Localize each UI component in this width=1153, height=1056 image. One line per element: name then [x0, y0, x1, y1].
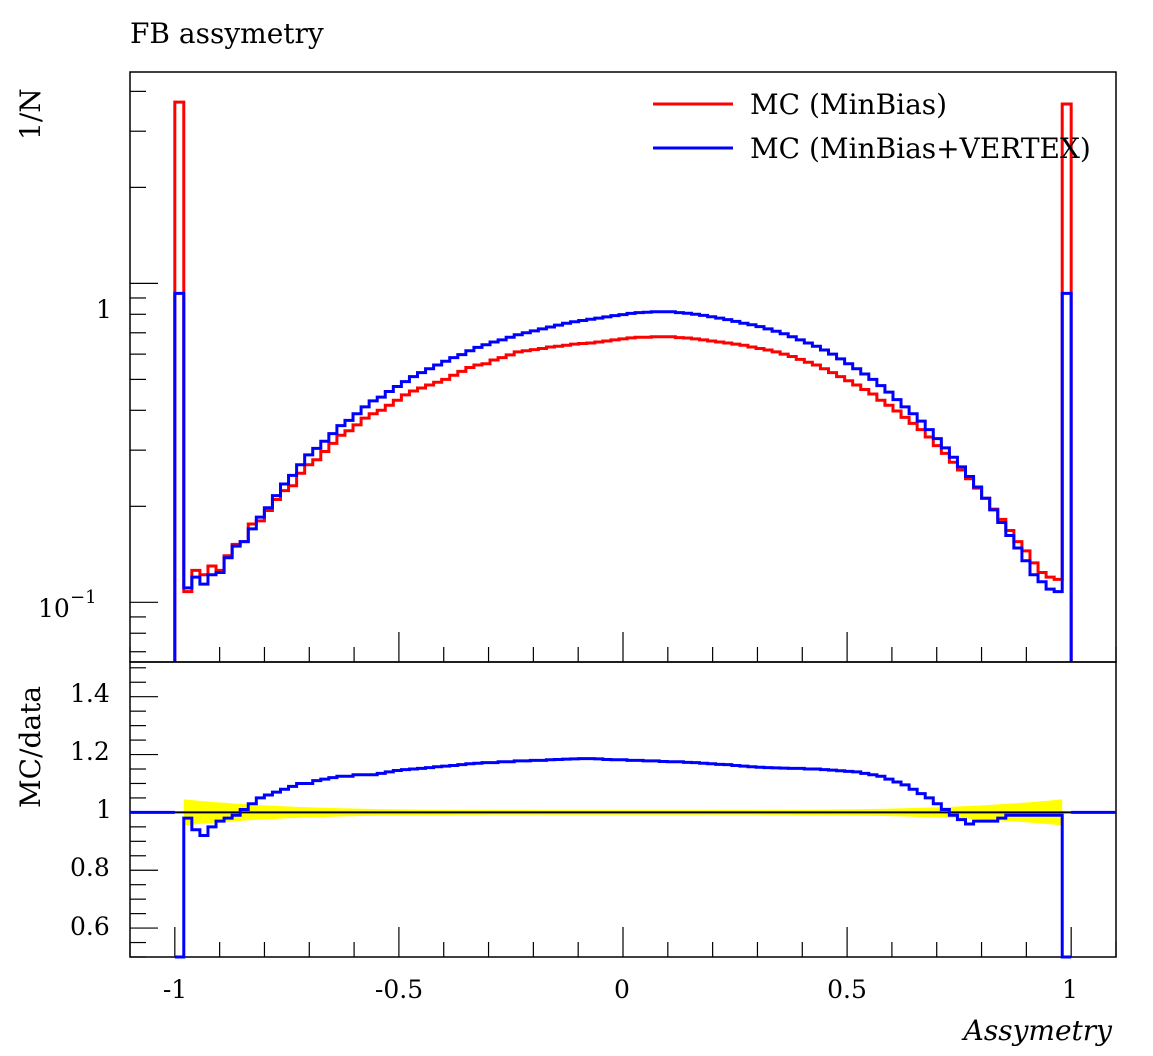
bottom-ytick-label-1.2: 1.2 [70, 737, 110, 766]
xtick-label-1: 1 [1062, 975, 1078, 1004]
top-y-ticks [130, 90, 158, 653]
top-panel: 1 10 −1 1/N MC (MinBias) MC (MinBias+VER… [14, 71, 1117, 663]
x-axis-label: Assymetry [961, 1014, 1114, 1047]
xtick-label-0: 0 [614, 975, 630, 1004]
bottom-ytick-label-0.8: 0.8 [70, 853, 110, 882]
top-series [173, 100, 1073, 662]
data-uncertainty-band [130, 799, 1116, 826]
bottom-y-axis-label: MC/data [14, 686, 47, 808]
legend-label-minbias: MC (MinBias) [750, 88, 947, 121]
xtick-label--0.5: -0.5 [375, 975, 423, 1004]
legend: MC (MinBias) MC (MinBias+VERTEX) [653, 88, 1091, 165]
top-ytick-label-exponent: −1 [70, 587, 97, 608]
legend-label-vertex: MC (MinBias+VERTEX) [750, 132, 1091, 165]
series-line-mc-minbias [173, 100, 1073, 662]
bottom-series [130, 757, 1116, 959]
xtick-label--1: -1 [163, 975, 187, 1004]
top-ytick-label-10: 10 [38, 594, 70, 623]
bottom-ytick-label-1.4: 1.4 [70, 679, 110, 708]
bottom-x-ticks [129, 927, 1117, 957]
bottom-panel: 0.6 0.8 1 1.2 1.4 MC/data -1 -0.5 0 0.5 … [14, 661, 1117, 1047]
ratio-line-mc-vertex [174, 757, 1072, 959]
bottom-y-ticks [130, 667, 158, 958]
chart-title: FB assymetry [130, 17, 324, 50]
xtick-label-0.5: 0.5 [827, 975, 867, 1004]
top-y-axis-label: 1/N [14, 88, 47, 140]
top-x-ticks [129, 632, 1117, 662]
series-line-mc-vertex [173, 291, 1073, 662]
top-ytick-label-1: 1 [96, 295, 112, 324]
bottom-ytick-label-1: 1 [96, 795, 112, 824]
bottom-ytick-label-0.6: 0.6 [70, 912, 110, 941]
